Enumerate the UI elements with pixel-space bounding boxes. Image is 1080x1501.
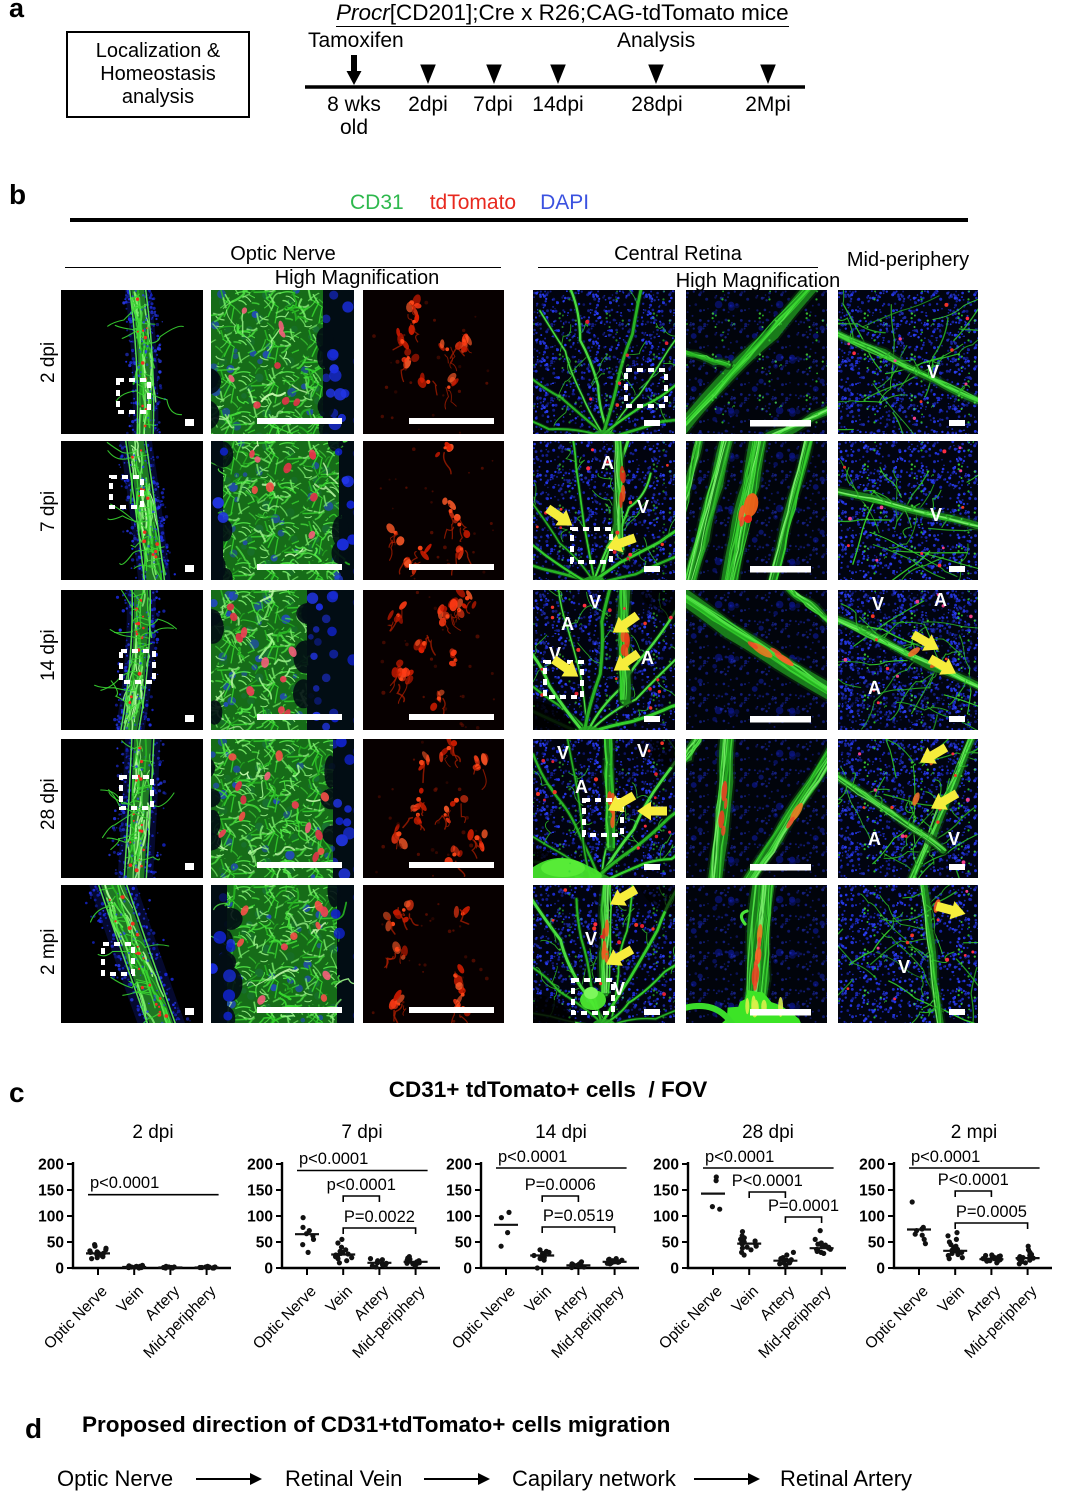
svg-text:A: A [601,453,614,473]
svg-text:P=0.0005: P=0.0005 [956,1203,1027,1221]
svg-text:V: V [948,829,960,849]
svg-text:P<0.0001: P<0.0001 [938,1171,1009,1189]
svg-text:100: 100 [653,1209,679,1226]
svg-text:50: 50 [662,1235,679,1252]
svg-text:50: 50 [256,1235,273,1252]
svg-text:p<0.0001: p<0.0001 [705,1148,774,1166]
svg-text:100: 100 [859,1209,885,1226]
svg-text:28 dpi: 28 dpi [742,1122,794,1143]
svg-text:V: V [589,592,601,612]
svg-text:P=0.0006: P=0.0006 [525,1176,596,1194]
svg-text:P=0.0001: P=0.0001 [768,1197,839,1215]
svg-text:P=0.0022: P=0.0022 [344,1208,415,1226]
svg-text:200: 200 [38,1157,64,1174]
svg-text:0: 0 [264,1261,273,1278]
svg-text:150: 150 [653,1183,679,1200]
svg-text:100: 100 [38,1209,64,1226]
svg-text:V: V [637,497,649,517]
svg-text:Optic Nerve: Optic Nerve [862,1283,932,1353]
svg-text:0: 0 [670,1261,679,1278]
svg-text:Optic Nerve: Optic Nerve [41,1283,111,1353]
svg-text:Optic Nerve: Optic Nerve [449,1283,519,1353]
svg-text:V: V [930,505,942,525]
svg-text:150: 150 [247,1183,273,1200]
svg-text:Optic Nerve: Optic Nerve [656,1283,726,1353]
svg-text:200: 200 [446,1157,472,1174]
svg-text:7 dpi: 7 dpi [341,1122,382,1143]
svg-text:2 dpi: 2 dpi [132,1122,173,1143]
svg-text:V: V [898,957,910,977]
svg-text:150: 150 [446,1183,472,1200]
svg-text:150: 150 [859,1183,885,1200]
svg-text:100: 100 [446,1209,472,1226]
svg-text:P=0.0519: P=0.0519 [543,1207,614,1225]
svg-text:0: 0 [876,1261,885,1278]
svg-text:V: V [585,929,597,949]
svg-text:P<0.0001: P<0.0001 [732,1172,803,1190]
svg-text:Optic Nerve: Optic Nerve [250,1283,320,1353]
svg-text:A: A [561,614,574,634]
svg-text:A: A [575,777,588,797]
svg-text:14 dpi: 14 dpi [535,1122,587,1143]
svg-text:A: A [934,590,947,610]
svg-text:100: 100 [247,1209,273,1226]
svg-text:V: V [872,594,884,614]
svg-text:A: A [868,678,881,698]
svg-text:V: V [613,979,625,999]
svg-text:p<0.0001: p<0.0001 [90,1174,159,1192]
svg-text:V: V [557,743,569,763]
svg-text:0: 0 [55,1261,64,1278]
svg-text:A: A [641,648,654,668]
svg-text:50: 50 [47,1235,64,1252]
svg-text:0: 0 [463,1261,472,1278]
svg-text:50: 50 [868,1235,885,1252]
svg-text:150: 150 [38,1183,64,1200]
svg-text:p<0.0001: p<0.0001 [299,1150,368,1168]
svg-text:50: 50 [455,1235,472,1252]
svg-text:p<0.0001: p<0.0001 [911,1148,980,1166]
svg-text:V: V [927,362,939,382]
svg-text:2 mpi: 2 mpi [951,1122,997,1143]
svg-text:A: A [868,829,881,849]
svg-text:p<0.0001: p<0.0001 [327,1176,396,1194]
svg-text:p<0.0001: p<0.0001 [498,1148,567,1166]
svg-text:200: 200 [859,1157,885,1174]
svg-text:200: 200 [247,1157,273,1174]
svg-text:200: 200 [653,1157,679,1174]
svg-text:V: V [637,741,649,761]
